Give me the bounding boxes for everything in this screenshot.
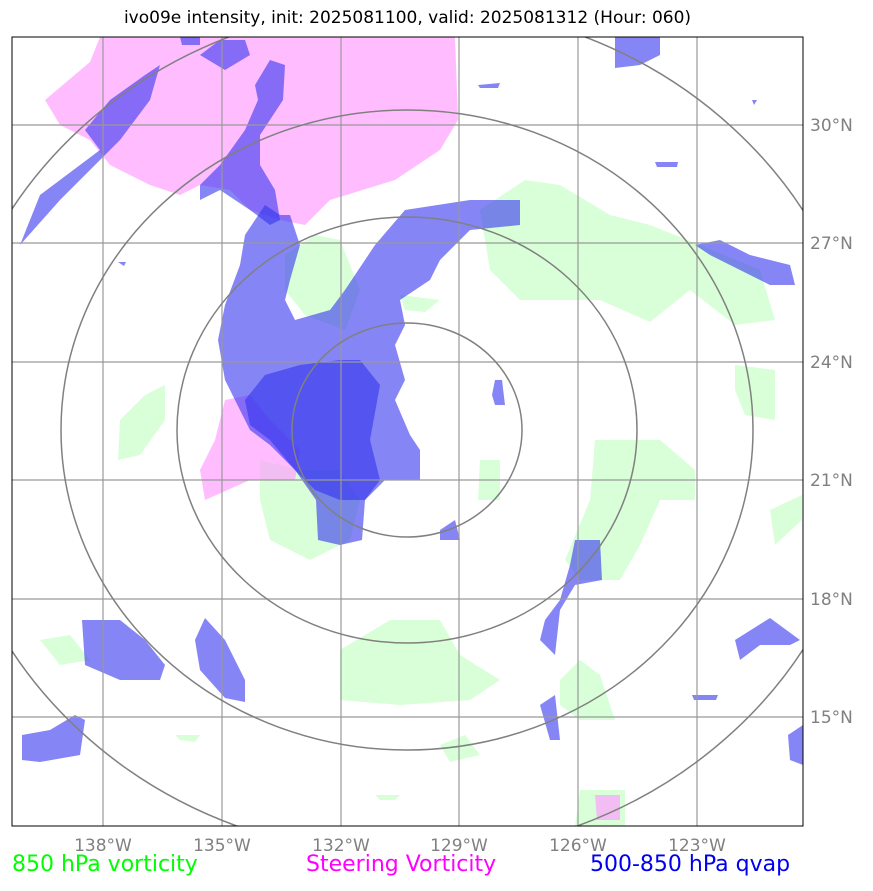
legend-850-vorticity: 850 hPa vorticity xyxy=(12,852,198,877)
lon-label: 126°W xyxy=(549,836,607,856)
grid-lines xyxy=(12,37,803,826)
lat-label: 24°N xyxy=(810,353,853,373)
lat-label: 30°N xyxy=(810,116,853,136)
legend-steering-vorticity: Steering Vorticity xyxy=(306,852,497,877)
lat-label: 15°N xyxy=(810,708,853,728)
lon-label: 138°W xyxy=(74,836,132,856)
plot-frame xyxy=(11,36,804,827)
lon-label: 135°W xyxy=(193,836,251,856)
lon-label: 123°W xyxy=(668,836,726,856)
lat-label: 21°N xyxy=(810,471,853,491)
lon-tick-labels: 138°W 135°W 132°W 129°W 126°W 123°W xyxy=(74,836,726,856)
legend-qvap: 500-850 hPa qvap xyxy=(590,852,791,877)
lon-label: 129°W xyxy=(430,836,488,856)
range-rings xyxy=(12,37,803,826)
lon-label: 132°W xyxy=(312,836,370,856)
lat-tick-labels: 30°N 27°N 24°N 21°N 18°N 15°N xyxy=(810,116,853,728)
lat-label: 27°N xyxy=(810,234,853,254)
map-title: ivo09e intensity, init: 2025081100, vali… xyxy=(123,8,692,28)
lat-label: 18°N xyxy=(810,590,853,610)
